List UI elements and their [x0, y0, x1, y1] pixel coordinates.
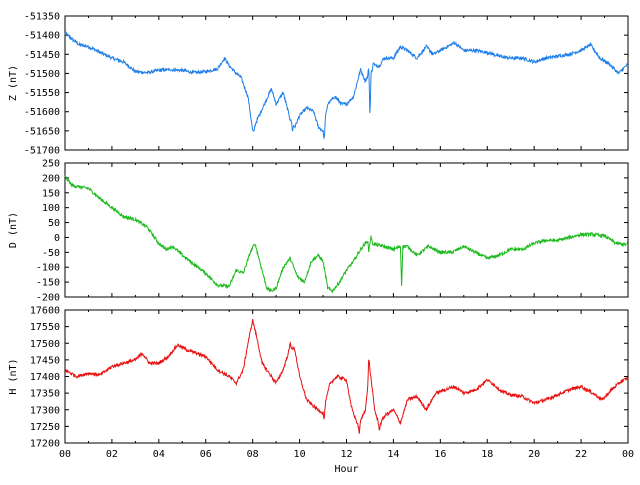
series-line-z — [64, 31, 629, 140]
y-tick-label-h: 17350 — [30, 389, 60, 400]
y-tick-label-h: 17200 — [30, 439, 60, 450]
y-tick-label-d: 50 — [48, 218, 60, 229]
panel-frame-z — [64, 15, 629, 151]
x-tick-label: 18 — [481, 449, 493, 460]
y-tick-label-h: 17450 — [30, 355, 60, 366]
x-tick-label: 14 — [387, 449, 399, 460]
x-tick-label: 20 — [528, 449, 540, 460]
x-tick-label: 04 — [153, 449, 165, 460]
y-tick-label-z: -51400 — [24, 31, 60, 42]
series-line-h — [64, 319, 629, 434]
x-tick-label: 00 — [622, 449, 634, 460]
y-tick-label-h: 17250 — [30, 422, 60, 433]
panel-h: 17600 17550 17500 17450 17400 17350 17300 17250… — [8, 306, 634, 476]
y-tick-label-z: -51700 — [24, 146, 60, 157]
series-line-d — [64, 174, 629, 294]
y-tick-label-d: -200 — [36, 293, 60, 304]
y-axis-label-h: H (nT) — [8, 358, 19, 394]
x-axis-label: Hour — [334, 464, 358, 475]
y-tick-label-d: 250 — [42, 159, 60, 170]
x-tick-label: 02 — [106, 449, 118, 460]
y-tick-label-z: -51550 — [24, 88, 60, 99]
x-tick-label: 16 — [434, 449, 446, 460]
y-tick-label-h: 17400 — [30, 372, 60, 383]
panel-frame-h — [64, 309, 629, 444]
y-tick-label-d: -150 — [36, 278, 60, 289]
panel-z: -51350 -51400 -51450 -51500 -51550 -51600 -516… — [8, 12, 629, 157]
y-tick-label-d: -100 — [36, 263, 60, 274]
y-tick-label-d: 200 — [42, 173, 60, 184]
y-tick-label-h: 17300 — [30, 405, 60, 416]
x-tick-label: 12 — [340, 449, 352, 460]
y-tick-label-d: 0 — [54, 233, 60, 244]
y-tick-label-d: 100 — [42, 203, 60, 214]
y-tick-label-h: 17600 — [30, 306, 60, 317]
y-axis-label-z: Z (nT) — [8, 65, 19, 101]
y-tick-label-z: -51650 — [24, 126, 60, 137]
x-tick-label: 08 — [247, 449, 259, 460]
y-tick-label-z: -51450 — [24, 50, 60, 61]
y-axis-label-d: D (nT) — [8, 212, 19, 248]
y-tick-label-z: -51350 — [24, 12, 60, 23]
y-tick-label-z: -51500 — [24, 69, 60, 80]
x-tick-label: 10 — [294, 449, 306, 460]
x-tick-label: 00 — [59, 449, 71, 460]
x-tick-label: 22 — [575, 449, 587, 460]
x-tick-label: 06 — [200, 449, 212, 460]
y-tick-label-d: -50 — [42, 248, 60, 259]
y-tick-label-d: 150 — [42, 188, 60, 199]
y-tick-label-z: -51600 — [24, 107, 60, 118]
y-tick-label-h: 17500 — [30, 339, 60, 350]
y-tick-label-h: 17550 — [30, 322, 60, 333]
panel-d: 250 200 150 100 50 0 -50 -100 -150 -200 D (nT) — [8, 159, 629, 304]
